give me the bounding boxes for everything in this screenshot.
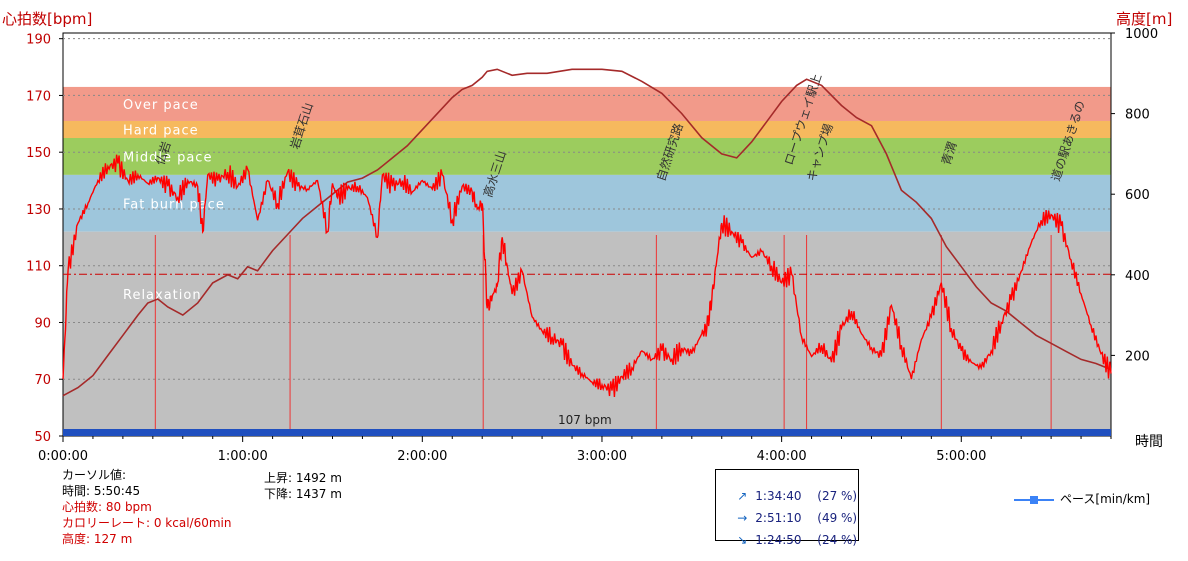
cursor-heading: カーソル値: — [62, 468, 127, 482]
cursor-info: カーソル値: 時間: 5:50:45 心拍数: 80 bpm カロリーレート: … — [62, 467, 231, 547]
x-tick-label: 3:00:00 — [577, 449, 627, 460]
ratio-time: 1:34:40 — [755, 489, 802, 503]
y-right-tick-label: 800 — [1125, 108, 1150, 123]
zone-label: Hard pace — [123, 123, 199, 138]
arrow-up-right-icon: ↗ — [737, 489, 748, 503]
heart-rate-altitude-chart[interactable]: Over pace Hard pace Middle pace Fat burn pa… — [0, 0, 1188, 460]
ratio-percent: (24 %) — [817, 533, 858, 547]
left-axis-title: 心拍数[bpm] — [2, 10, 93, 28]
ascent-value: 上昇: 1492 m — [264, 471, 342, 485]
y-left-tick-label: 150 — [26, 146, 51, 161]
pace-line-marker-icon — [1014, 495, 1054, 504]
y-left-tick-label: 130 — [26, 203, 51, 218]
x-axis-title: 時間 — [1135, 434, 1163, 450]
zone-label: Fat burn pace — [123, 197, 225, 212]
ratio-row-downhill: ↘ 1:24:50 (24 %) — [722, 519, 857, 561]
marker-label: 仏岩 — [152, 139, 174, 166]
x-tick-label: 5:00:00 — [936, 449, 986, 460]
y-left-tick-label: 70 — [34, 373, 51, 388]
ratio-row-uphill: ↗ 1:34:40 (27 %) — [722, 475, 857, 517]
y-left-tick-label: 50 — [34, 430, 51, 445]
y-left-tick-label: 90 — [34, 316, 51, 331]
zone-label: Middle pace — [123, 150, 212, 165]
y-right-tick-label: 200 — [1125, 349, 1150, 364]
y-right-tick-label: 400 — [1125, 269, 1150, 284]
ratio-percent: (27 %) — [817, 489, 858, 503]
zone-band — [63, 86, 1111, 121]
y-right-tick-label: 1000 — [1125, 27, 1158, 42]
x-tick-label: 0:00:00 — [38, 449, 88, 460]
y-left-tick-label: 190 — [26, 33, 51, 48]
cursor-time: 時間: 5:50:45 — [62, 484, 141, 498]
x-tick-label: 2:00:00 — [397, 449, 447, 460]
zone-band — [63, 138, 1111, 175]
ratio-row-flat: → 2:51:10 (49 %) — [722, 497, 857, 539]
elevation-info: 上昇: 1492 m 下降: 1437 m — [264, 470, 342, 502]
zone-label: Relaxation — [123, 288, 202, 303]
altitude-line — [62, 68, 1112, 397]
right-axis-title: 高度[m] — [1116, 10, 1173, 28]
descent-value: 下降: 1437 m — [264, 487, 342, 501]
cursor-altitude: 高度: 127 m — [62, 532, 133, 546]
zone-label: Over pace — [123, 98, 199, 113]
heart-rate-line — [62, 154, 1112, 398]
y-left-tick-label: 110 — [26, 260, 51, 275]
pace-baseline-bar — [63, 429, 1111, 436]
zone-band — [63, 231, 1111, 436]
y-right-tick-label: 600 — [1125, 188, 1150, 203]
ratio-time: 1:24:50 — [755, 533, 802, 547]
cursor-calorie: カロリーレート: 0 kcal/60min — [62, 516, 232, 530]
pace-legend[interactable]: ペース[min/km] — [1014, 490, 1150, 507]
zone-band — [63, 120, 1111, 139]
legend-label: ペース[min/km] — [1060, 492, 1151, 506]
x-tick-label: 1:00:00 — [218, 449, 268, 460]
x-tick-label: 4:00:00 — [757, 449, 807, 460]
y-left-tick-label: 170 — [26, 89, 51, 104]
ratio-percent: (49 %) — [817, 511, 858, 525]
zone-band — [63, 174, 1111, 232]
arrow-down-right-icon: ↘ — [737, 533, 748, 547]
cursor-heart-rate: 心拍数: 80 bpm — [62, 500, 152, 514]
average-label: 107 bpm — [558, 413, 612, 427]
gradient-ratio-box: ↗ 1:34:40 (27 %) → 2:51:10 (49 %) ↘ 1:24:50 (2… — [715, 469, 859, 547]
ratio-time: 2:51:10 — [755, 511, 802, 525]
arrow-right-icon: → — [737, 511, 748, 525]
